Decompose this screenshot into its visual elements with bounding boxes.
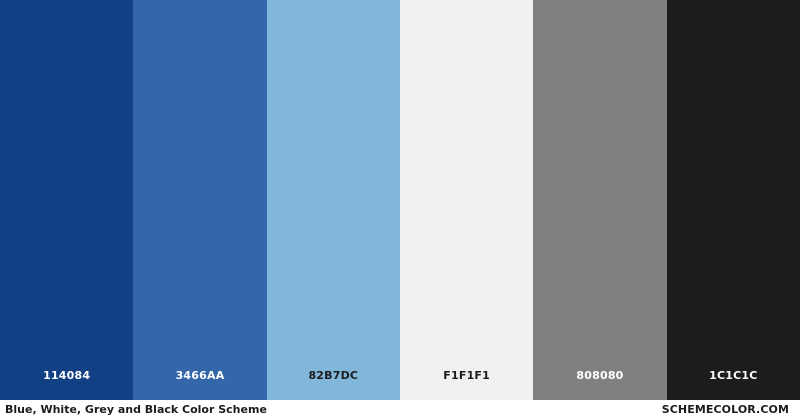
color-swatch-2[interactable]: 3466AA [133, 0, 267, 400]
footer-bar: Blue, White, Grey and Black Color Scheme… [0, 400, 800, 420]
brand-link[interactable]: SCHEMECOLOR.COM [661, 403, 789, 416]
color-swatch-5[interactable]: 808080 [533, 0, 667, 400]
swatch-hex-label: F1F1F1 [443, 369, 490, 382]
color-palette: 114084 3466AA 82B7DC F1F1F1 808080 1C1C1… [0, 0, 800, 400]
color-swatch-4[interactable]: F1F1F1 [399, 0, 534, 400]
scheme-title: Blue, White, Grey and Black Color Scheme [5, 403, 267, 416]
swatch-hex-label: 3466AA [175, 369, 225, 382]
color-swatch-1[interactable]: 114084 [0, 0, 134, 400]
color-swatch-6[interactable]: 1C1C1C [666, 0, 800, 400]
swatch-hex-label: 1C1C1C [709, 369, 758, 382]
swatch-hex-label: 808080 [576, 369, 624, 382]
swatch-hex-label: 82B7DC [308, 369, 359, 382]
color-swatch-3[interactable]: 82B7DC [266, 0, 400, 400]
swatch-hex-label: 114084 [43, 369, 91, 382]
